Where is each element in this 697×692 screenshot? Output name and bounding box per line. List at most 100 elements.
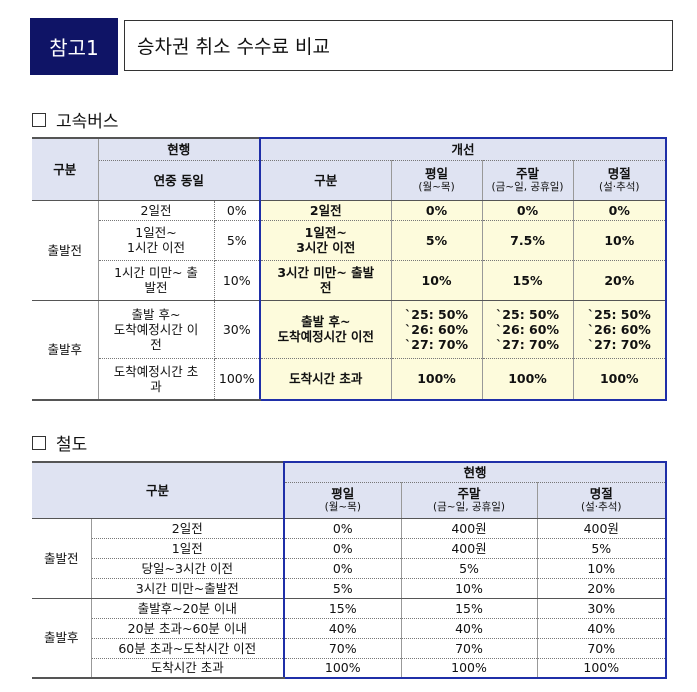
table-row: 20분 초과~60분 이내 40% 40% 40%	[32, 618, 668, 639]
page-title: 승차권 취소 수수료 비교	[124, 20, 673, 71]
improved-condition: 출발 후~ 도착예정시간 이전	[260, 300, 392, 359]
weekend-rate: 100%	[482, 358, 574, 401]
weekend-rate: 5%	[401, 558, 538, 579]
weekday-rate: 5%	[391, 220, 483, 261]
table-row: 출발전 2일전 0% 400원 400원	[32, 518, 668, 599]
rail-weekday-sub: (월~목)	[324, 501, 361, 513]
row-group-label: 출발후	[32, 598, 92, 679]
rail-weekend-header: 주말 (금~일, 공휴일)	[401, 482, 538, 519]
bus-section-heading: 고속버스	[32, 107, 119, 132]
condition-label: 3시간 미만~출발전	[91, 578, 286, 599]
bus-current-sub: 연중 동일	[98, 160, 262, 201]
weekend-rate: 15%	[482, 260, 574, 301]
weekend-rate: 70%	[401, 638, 538, 659]
table-row: 60분 초과~도착시간 이전 70% 70% 70%	[32, 638, 668, 659]
table-row: 1시간 미만~ 출 발전 10% 3시간 미만~ 출발 전 10% 15% 20%	[32, 260, 668, 301]
weekday-rate: 0%	[284, 518, 402, 539]
holiday-rate: 30%	[537, 598, 668, 619]
condition-label: 60분 초과~도착시간 이전	[91, 638, 286, 659]
weekday-rate: 10%	[391, 260, 483, 301]
current-rate: 30%	[214, 300, 262, 359]
checkbox-square-icon	[32, 435, 46, 450]
rail-weekend-sub: (금~일, 공휴일)	[433, 501, 505, 513]
holiday-rate: 400원	[537, 518, 668, 539]
holiday-rate: 20%	[573, 260, 668, 301]
row-group-label: 출발전	[32, 518, 92, 599]
bus-weekday-label: 평일	[425, 166, 449, 181]
bus-weekend-label: 주말	[516, 166, 540, 181]
rail-section-heading: 철도	[32, 430, 87, 455]
weekday-rate: 40%	[284, 618, 402, 639]
table-row: 출발후 출발후~20분 이내 15% 15% 30%	[32, 598, 668, 679]
bus-improved-header: 개선	[260, 137, 668, 161]
document-header: 참고1 승차권 취소 수수료 비교	[30, 18, 677, 75]
rail-weekday-label: 평일	[331, 486, 355, 501]
weekday-rate: 0%	[284, 558, 402, 579]
holiday-rate: `25: 50% `26: 60% `27: 70%	[573, 300, 668, 359]
holiday-rate: 100%	[537, 658, 668, 679]
holiday-rate: 70%	[537, 638, 668, 659]
holiday-rate: 40%	[537, 618, 668, 639]
bus-section-title: 고속버스	[56, 112, 119, 132]
weekend-rate: 100%	[401, 658, 538, 679]
table-row: 도착예정시간 초 과 100% 도착시간 초과 100% 100% 100%	[32, 358, 668, 401]
table-row: 3시간 미만~출발전 5% 10% 20%	[32, 578, 668, 599]
rail-weekday-header: 평일 (월~목)	[284, 482, 402, 519]
improved-condition: 도착시간 초과	[260, 358, 392, 401]
weekday-rate: 15%	[284, 598, 402, 619]
row-group-label: 출발후	[32, 300, 99, 401]
bus-fee-table: 구분 현행 개선 연중 동일 구분 평일 (월~목) 주말 (금~일, 공휴일)…	[32, 137, 668, 401]
rail-group-header: 구분	[32, 461, 286, 519]
weekend-rate: 15%	[401, 598, 538, 619]
rail-current-header: 현행	[284, 461, 668, 483]
current-rate: 5%	[214, 220, 262, 261]
current-condition: 1일전~ 1시간 이전	[98, 220, 215, 261]
weekday-rate: 0%	[284, 538, 402, 559]
row-group-label: 출발전	[32, 200, 99, 301]
table-row: 출발전 2일전 0% 2일전 0% 0% 0%	[32, 200, 668, 301]
improved-condition: 3시간 미만~ 출발 전	[260, 260, 392, 301]
checkbox-square-icon	[32, 112, 46, 127]
rail-section-title: 철도	[56, 435, 88, 455]
condition-label: 2일전	[91, 518, 286, 539]
rail-fee-table: 구분 현행 평일 (월~목) 주말 (금~일, 공휴일) 명절 (설·추석) 출…	[32, 461, 668, 679]
holiday-rate: 100%	[573, 358, 668, 401]
bus-weekend-header: 주말 (금~일, 공휴일)	[482, 160, 574, 201]
bus-weekday-sub: (월~목)	[418, 181, 455, 193]
table-row: 1일전 0% 400원 5%	[32, 538, 668, 559]
improved-condition: 1일전~ 3시간 이전	[260, 220, 392, 261]
weekend-rate: 7.5%	[482, 220, 574, 261]
bus-holiday-header: 명절 (설·추석)	[573, 160, 668, 201]
weekday-rate: `25: 50% `26: 60% `27: 70%	[391, 300, 483, 359]
rail-holiday-header: 명절 (설·추석)	[537, 482, 668, 519]
bus-improved-col: 구분	[260, 160, 392, 201]
condition-label: 도착시간 초과	[91, 658, 286, 679]
condition-label: 당일~3시간 이전	[91, 558, 286, 579]
weekday-rate: 70%	[284, 638, 402, 659]
current-condition: 1시간 미만~ 출 발전	[98, 260, 215, 301]
condition-label: 20분 초과~60분 이내	[91, 618, 286, 639]
rail-holiday-sub: (설·추석)	[581, 501, 622, 513]
bus-current-header: 현행	[98, 137, 262, 161]
weekend-rate: 40%	[401, 618, 538, 639]
current-rate: 10%	[214, 260, 262, 301]
bus-holiday-label: 명절	[607, 166, 631, 181]
weekend-rate: `25: 50% `26: 60% `27: 70%	[482, 300, 574, 359]
rail-holiday-label: 명절	[589, 486, 613, 501]
holiday-rate: 20%	[537, 578, 668, 599]
weekday-rate: 0%	[391, 200, 483, 221]
condition-label: 출발후~20분 이내	[91, 598, 286, 619]
current-condition: 출발 후~ 도착예정시간 이 전	[98, 300, 215, 359]
bus-holiday-sub: (설·추석)	[599, 181, 640, 193]
table-row: 1일전~ 1시간 이전 5% 1일전~ 3시간 이전 5% 7.5% 10%	[32, 220, 668, 261]
table-row: 도착시간 초과 100% 100% 100%	[32, 658, 668, 679]
holiday-rate: 5%	[537, 538, 668, 559]
current-rate: 0%	[214, 200, 262, 221]
weekend-rate: 0%	[482, 200, 574, 221]
holiday-rate: 10%	[573, 220, 668, 261]
weekend-rate: 10%	[401, 578, 538, 599]
rail-weekend-label: 주말	[457, 486, 481, 501]
weekday-rate: 5%	[284, 578, 402, 599]
weekday-rate: 100%	[391, 358, 483, 401]
bus-group-header: 구분	[32, 137, 99, 201]
